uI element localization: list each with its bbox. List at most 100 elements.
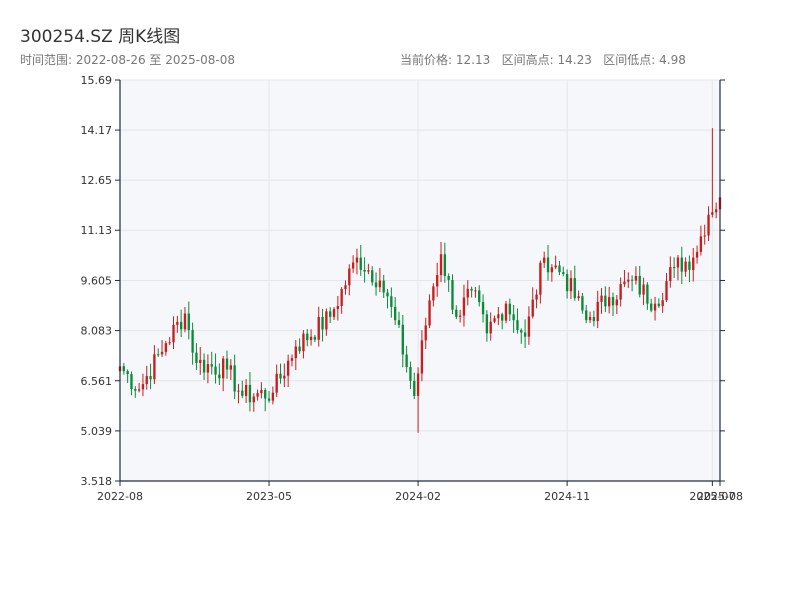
candle-body — [202, 359, 206, 373]
candle-body — [302, 333, 305, 352]
candle-body — [665, 281, 668, 301]
candle — [424, 317, 427, 350]
candle-body — [298, 346, 301, 352]
candle-body — [680, 257, 683, 272]
candle — [642, 277, 645, 305]
candle — [630, 275, 634, 292]
candle — [600, 288, 603, 314]
candle-body — [493, 318, 496, 322]
candle-body — [340, 289, 343, 307]
candle — [447, 273, 450, 292]
candle-body — [359, 257, 362, 270]
candle-body — [267, 398, 271, 401]
candle-body — [523, 332, 527, 337]
candle — [141, 373, 145, 397]
candle — [581, 292, 584, 314]
candle-body — [577, 296, 580, 299]
candle — [546, 244, 550, 281]
candle-body — [531, 299, 534, 317]
candle-body — [455, 309, 458, 317]
candle — [298, 338, 301, 354]
candle-body — [447, 275, 450, 280]
candle — [160, 340, 164, 357]
candle-body — [367, 270, 370, 272]
candle-body — [141, 384, 145, 390]
candle — [145, 365, 148, 390]
candle — [179, 309, 183, 338]
candle-body — [336, 306, 340, 310]
candle — [279, 363, 282, 384]
candle-body — [611, 297, 615, 306]
candle-body — [581, 296, 584, 311]
candle-body — [317, 316, 320, 340]
candle — [157, 348, 160, 357]
candle — [657, 298, 661, 309]
candle-body — [661, 300, 664, 307]
candle-body — [260, 389, 263, 394]
candle — [619, 277, 622, 307]
candle — [302, 330, 305, 359]
candle — [283, 363, 286, 388]
candle-body — [275, 373, 278, 393]
candle — [252, 393, 255, 412]
candle-body — [233, 365, 236, 392]
y-tick-label: 11.13 — [81, 224, 113, 237]
candle — [715, 202, 718, 219]
candle-body — [286, 360, 290, 376]
candle — [168, 337, 171, 346]
candle-body — [711, 212, 714, 215]
candle — [485, 310, 489, 342]
candle-body — [504, 303, 508, 321]
candle — [218, 363, 221, 386]
candle-body — [160, 351, 164, 355]
candle-body — [241, 390, 244, 396]
candle — [543, 251, 546, 268]
candle-body — [401, 324, 404, 355]
candle-body — [218, 374, 221, 379]
candle — [206, 354, 210, 384]
candle — [153, 345, 156, 385]
candle-body — [585, 310, 588, 321]
candle — [371, 266, 374, 286]
candle — [695, 245, 699, 264]
candle — [329, 307, 332, 324]
candle — [531, 287, 534, 319]
candle-body — [699, 236, 703, 252]
candle-body — [436, 275, 439, 287]
candle — [332, 307, 336, 320]
candle-body — [508, 303, 511, 315]
x-tick-label: 2023-05 — [246, 490, 292, 503]
candle — [504, 300, 508, 324]
candle — [390, 287, 393, 318]
y-tick-label: 3.518 — [81, 475, 113, 488]
candle-body — [596, 301, 599, 322]
candle-body — [474, 290, 477, 292]
candle-body — [554, 265, 557, 268]
candle — [565, 269, 569, 299]
candle — [126, 369, 129, 383]
candle-body — [264, 389, 267, 399]
candle-body — [715, 209, 718, 213]
candle — [382, 274, 385, 298]
candle-body — [692, 257, 695, 270]
candle-body — [562, 272, 565, 275]
candle — [539, 260, 542, 304]
candle-body — [592, 317, 596, 322]
candle — [684, 257, 687, 277]
candle — [458, 309, 462, 323]
candle — [680, 246, 683, 285]
candle-body — [565, 274, 569, 292]
candle — [577, 290, 580, 301]
date-range-text: 时间范围: 2022-08-26 至 2025-08-08 — [20, 53, 235, 67]
candle — [688, 255, 691, 282]
candle — [271, 386, 275, 405]
candle-body — [481, 302, 485, 315]
candle-body — [283, 375, 286, 379]
candle-body — [546, 257, 550, 273]
candle — [455, 305, 458, 320]
candle — [611, 292, 615, 316]
candle — [202, 353, 206, 380]
candle — [286, 354, 290, 387]
candle — [134, 386, 137, 398]
candle-body — [497, 314, 500, 319]
